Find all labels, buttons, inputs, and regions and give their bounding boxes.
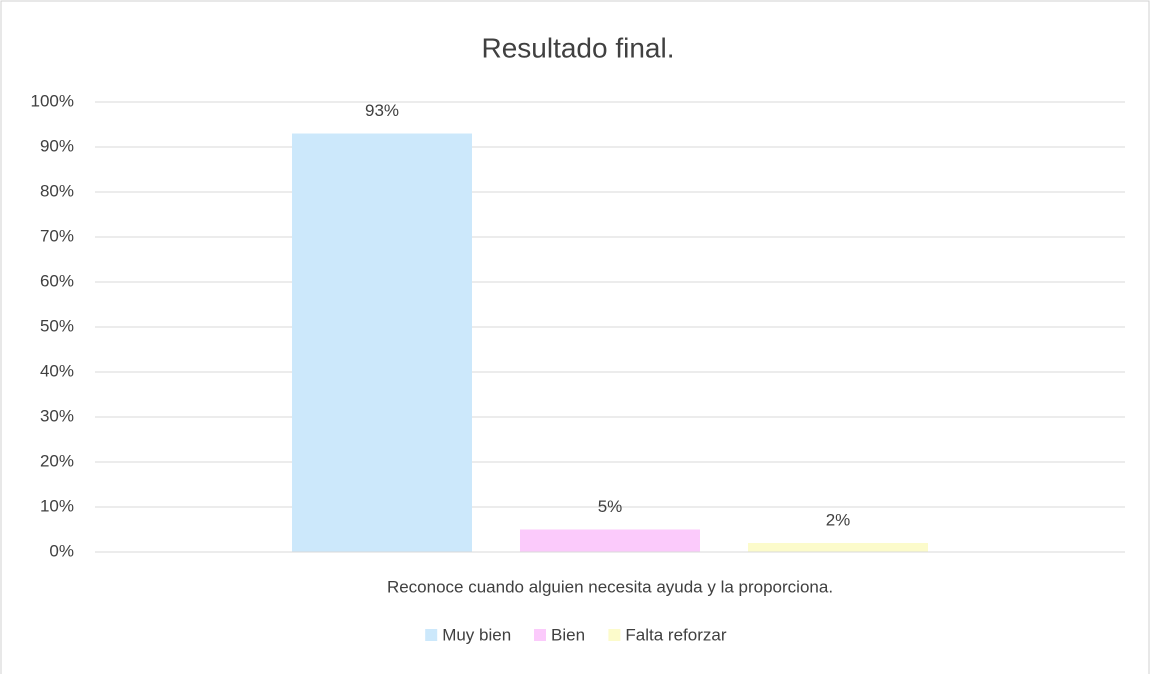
legend-swatch [425,629,438,641]
legend-swatch [608,629,621,641]
bar [292,133,472,552]
legend-label: Falta reforzar [625,625,726,644]
x-tick-label: Reconoce cuando alguien necesita ayuda y… [387,577,833,596]
legend-label: Muy bien [442,625,511,644]
chart-title: Resultado final. [481,32,674,63]
legend-label: Bien [551,625,585,644]
y-tick-label: 10% [40,496,74,515]
y-tick-label: 50% [40,316,74,335]
y-tick-label: 20% [40,451,74,470]
value-label: 93% [365,101,399,120]
y-tick-label: 30% [40,406,74,425]
y-tick-label: 90% [40,136,74,155]
y-tick-label: 100% [31,91,74,110]
bar [748,543,928,552]
value-label: 2% [826,510,851,529]
bar [520,529,700,552]
y-tick-label: 60% [40,271,74,290]
y-tick-label: 70% [40,226,74,245]
legend-swatch [534,629,546,641]
y-tick-label: 0% [49,541,74,560]
y-tick-label: 80% [40,181,74,200]
value-label: 5% [598,497,623,516]
y-tick-label: 40% [40,361,74,380]
